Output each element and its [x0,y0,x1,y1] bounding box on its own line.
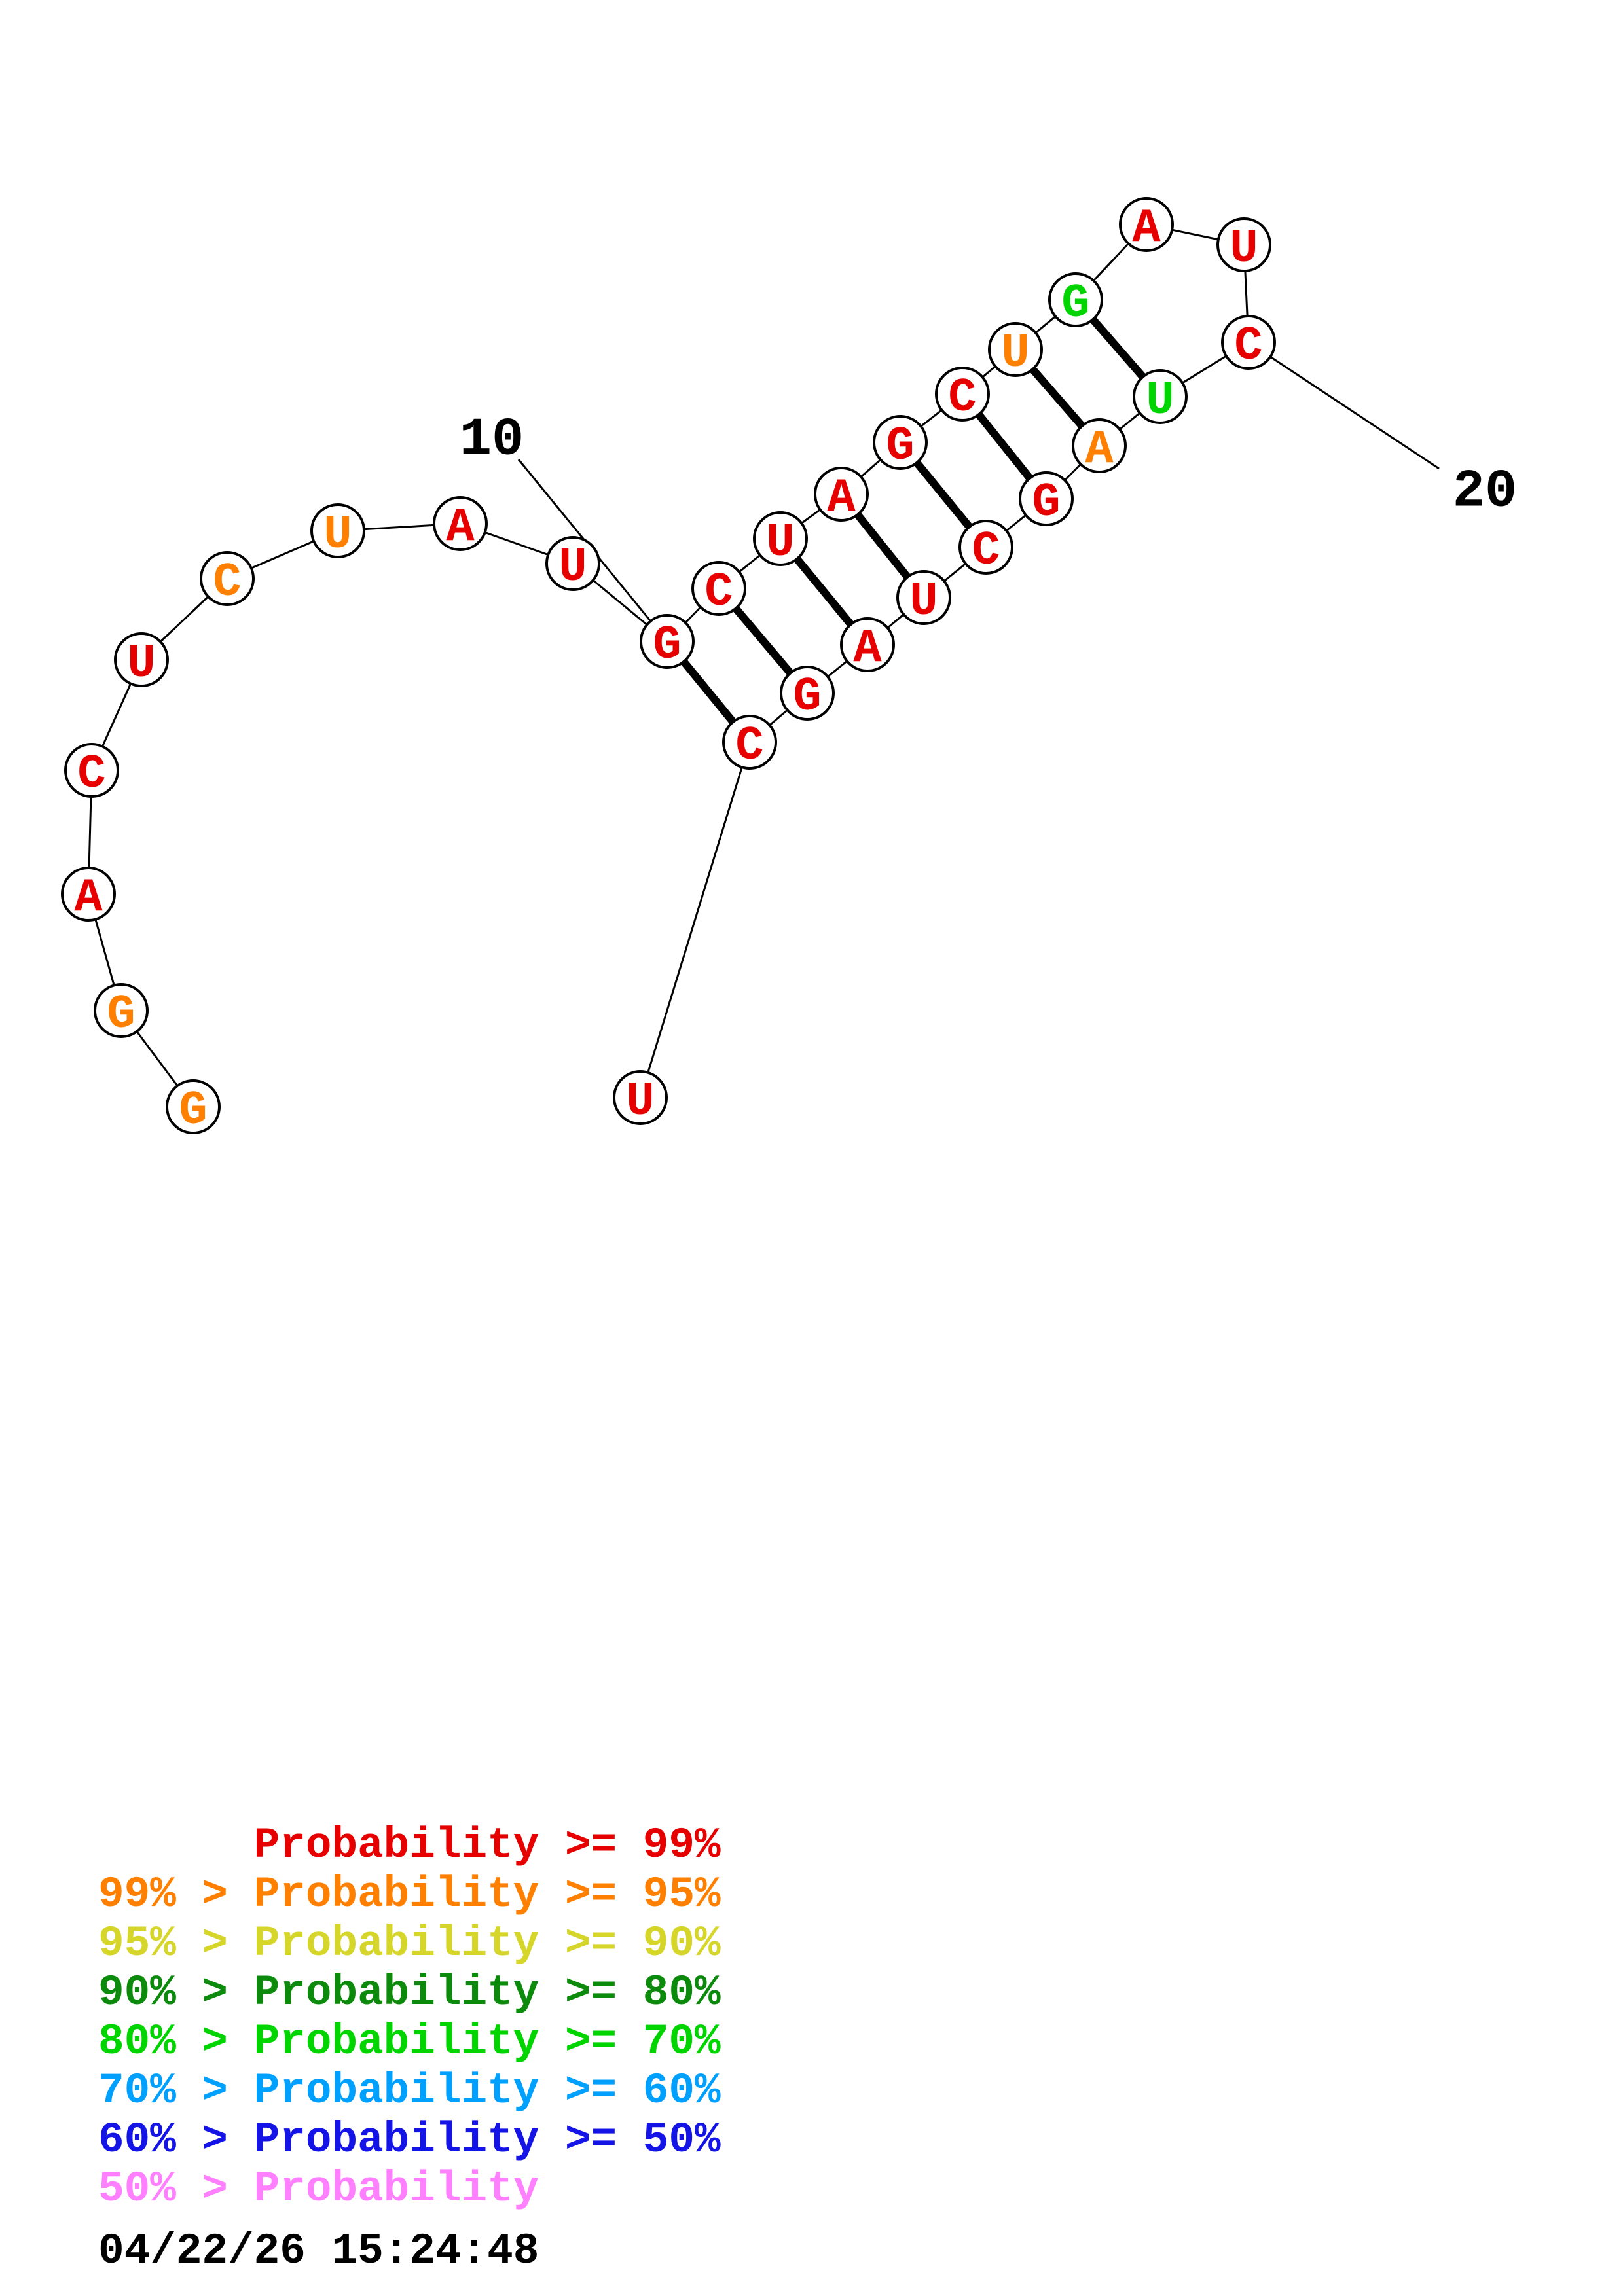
nucleotide-circle [780,666,835,721]
nucleotide-base: U [1230,222,1258,276]
nucleotide-circle [691,561,746,616]
nucleotide-circle [545,536,600,591]
nucleotide-base: U [1001,327,1029,380]
nucleotide-base: G [179,1084,207,1138]
nucleotide-base: A [446,501,475,554]
nucleotide-circle [988,322,1043,377]
nucleotide-base: U [766,516,794,569]
index-label: 20 [1453,461,1517,522]
legend-line: 90% > Probability >= 80% [98,1968,721,2017]
nucleotide-base: A [1085,423,1114,476]
nucleotide-circle [640,614,695,669]
nucleotide-base: C [77,747,105,801]
nucleotide-circle [722,715,777,770]
timestamp: 04/22/26 15:24:48 [98,2227,539,2276]
legend-line: 80% > Probability >= 70% [98,2017,721,2066]
nucleotide-circle [200,551,255,606]
nucleotide-base: G [1032,476,1060,529]
nucleotide-base: C [1234,319,1262,373]
nucleotide-circle [64,743,119,798]
legend-line: 70% > Probability >= 60% [98,2066,721,2115]
nucleotide-base: C [948,371,976,425]
legend-line: 99% > Probability >= 95% [98,1870,721,1919]
nucleotide-base: U [127,637,155,691]
probability-legend: Probability >= 99% 99% > Probability >= 9… [98,1821,721,2214]
nucleotide-circle [613,1070,668,1125]
nucleotide-base: U [323,508,352,562]
nucleotide-circle [873,415,928,470]
nucleotide-circle [814,467,869,522]
nucleotide-base: G [107,988,135,1041]
nucleotide-base: U [1146,374,1174,427]
nucleotide-base: G [793,670,821,724]
nucleotide-circle [310,503,365,558]
nucleotide-base: G [1061,277,1089,331]
nucleotide-base: G [886,420,914,473]
nucleotide-circle [1221,315,1276,370]
legend-line: 50% > Probability [98,2164,539,2214]
nucleotide-circle [1216,217,1271,272]
nucleotide-base: A [827,471,856,525]
nucleotide-circle [1019,471,1074,526]
nucleotide-circle [1072,418,1127,473]
nucleotide-base: U [626,1075,654,1128]
nucleotide-circle [166,1079,221,1134]
nucleotide-circle [61,867,116,922]
nucleotide-base: U [909,575,938,628]
nucleotide-circle [896,570,951,625]
nucleotide-circle [94,983,149,1038]
nucleotide-circle [1119,197,1174,252]
nucleotide-base: A [1132,202,1161,255]
nucleotide-base: G [653,619,681,672]
nucleotide-circle [753,511,808,566]
nucleotide-base: C [972,524,1000,578]
index-label: 10 [460,410,524,471]
nucleotide-circle [433,496,488,551]
index-label-line [1248,341,1440,470]
legend-line: 95% > Probability >= 90% [98,1919,721,1968]
nucleotide-base: C [735,719,763,773]
nucleotide-circle [1048,272,1103,327]
nucleotide-circle [114,632,169,687]
backbone-line [639,742,751,1098]
nucleotide-base: C [213,556,241,609]
nucleotide-circle [1133,369,1188,424]
legend-line: Probability >= 99% [98,1821,721,1870]
nucleotide-circle [840,617,895,672]
nucleotide-circle [935,367,990,422]
nucleotide-base: A [74,871,103,925]
nucleotide-base: C [704,565,733,619]
nucleotide-base: U [558,541,587,594]
nucleotide-base: A [853,622,882,675]
legend-line: 60% > Probability >= 50% [98,2115,721,2164]
nucleotide-circle [958,520,1013,575]
